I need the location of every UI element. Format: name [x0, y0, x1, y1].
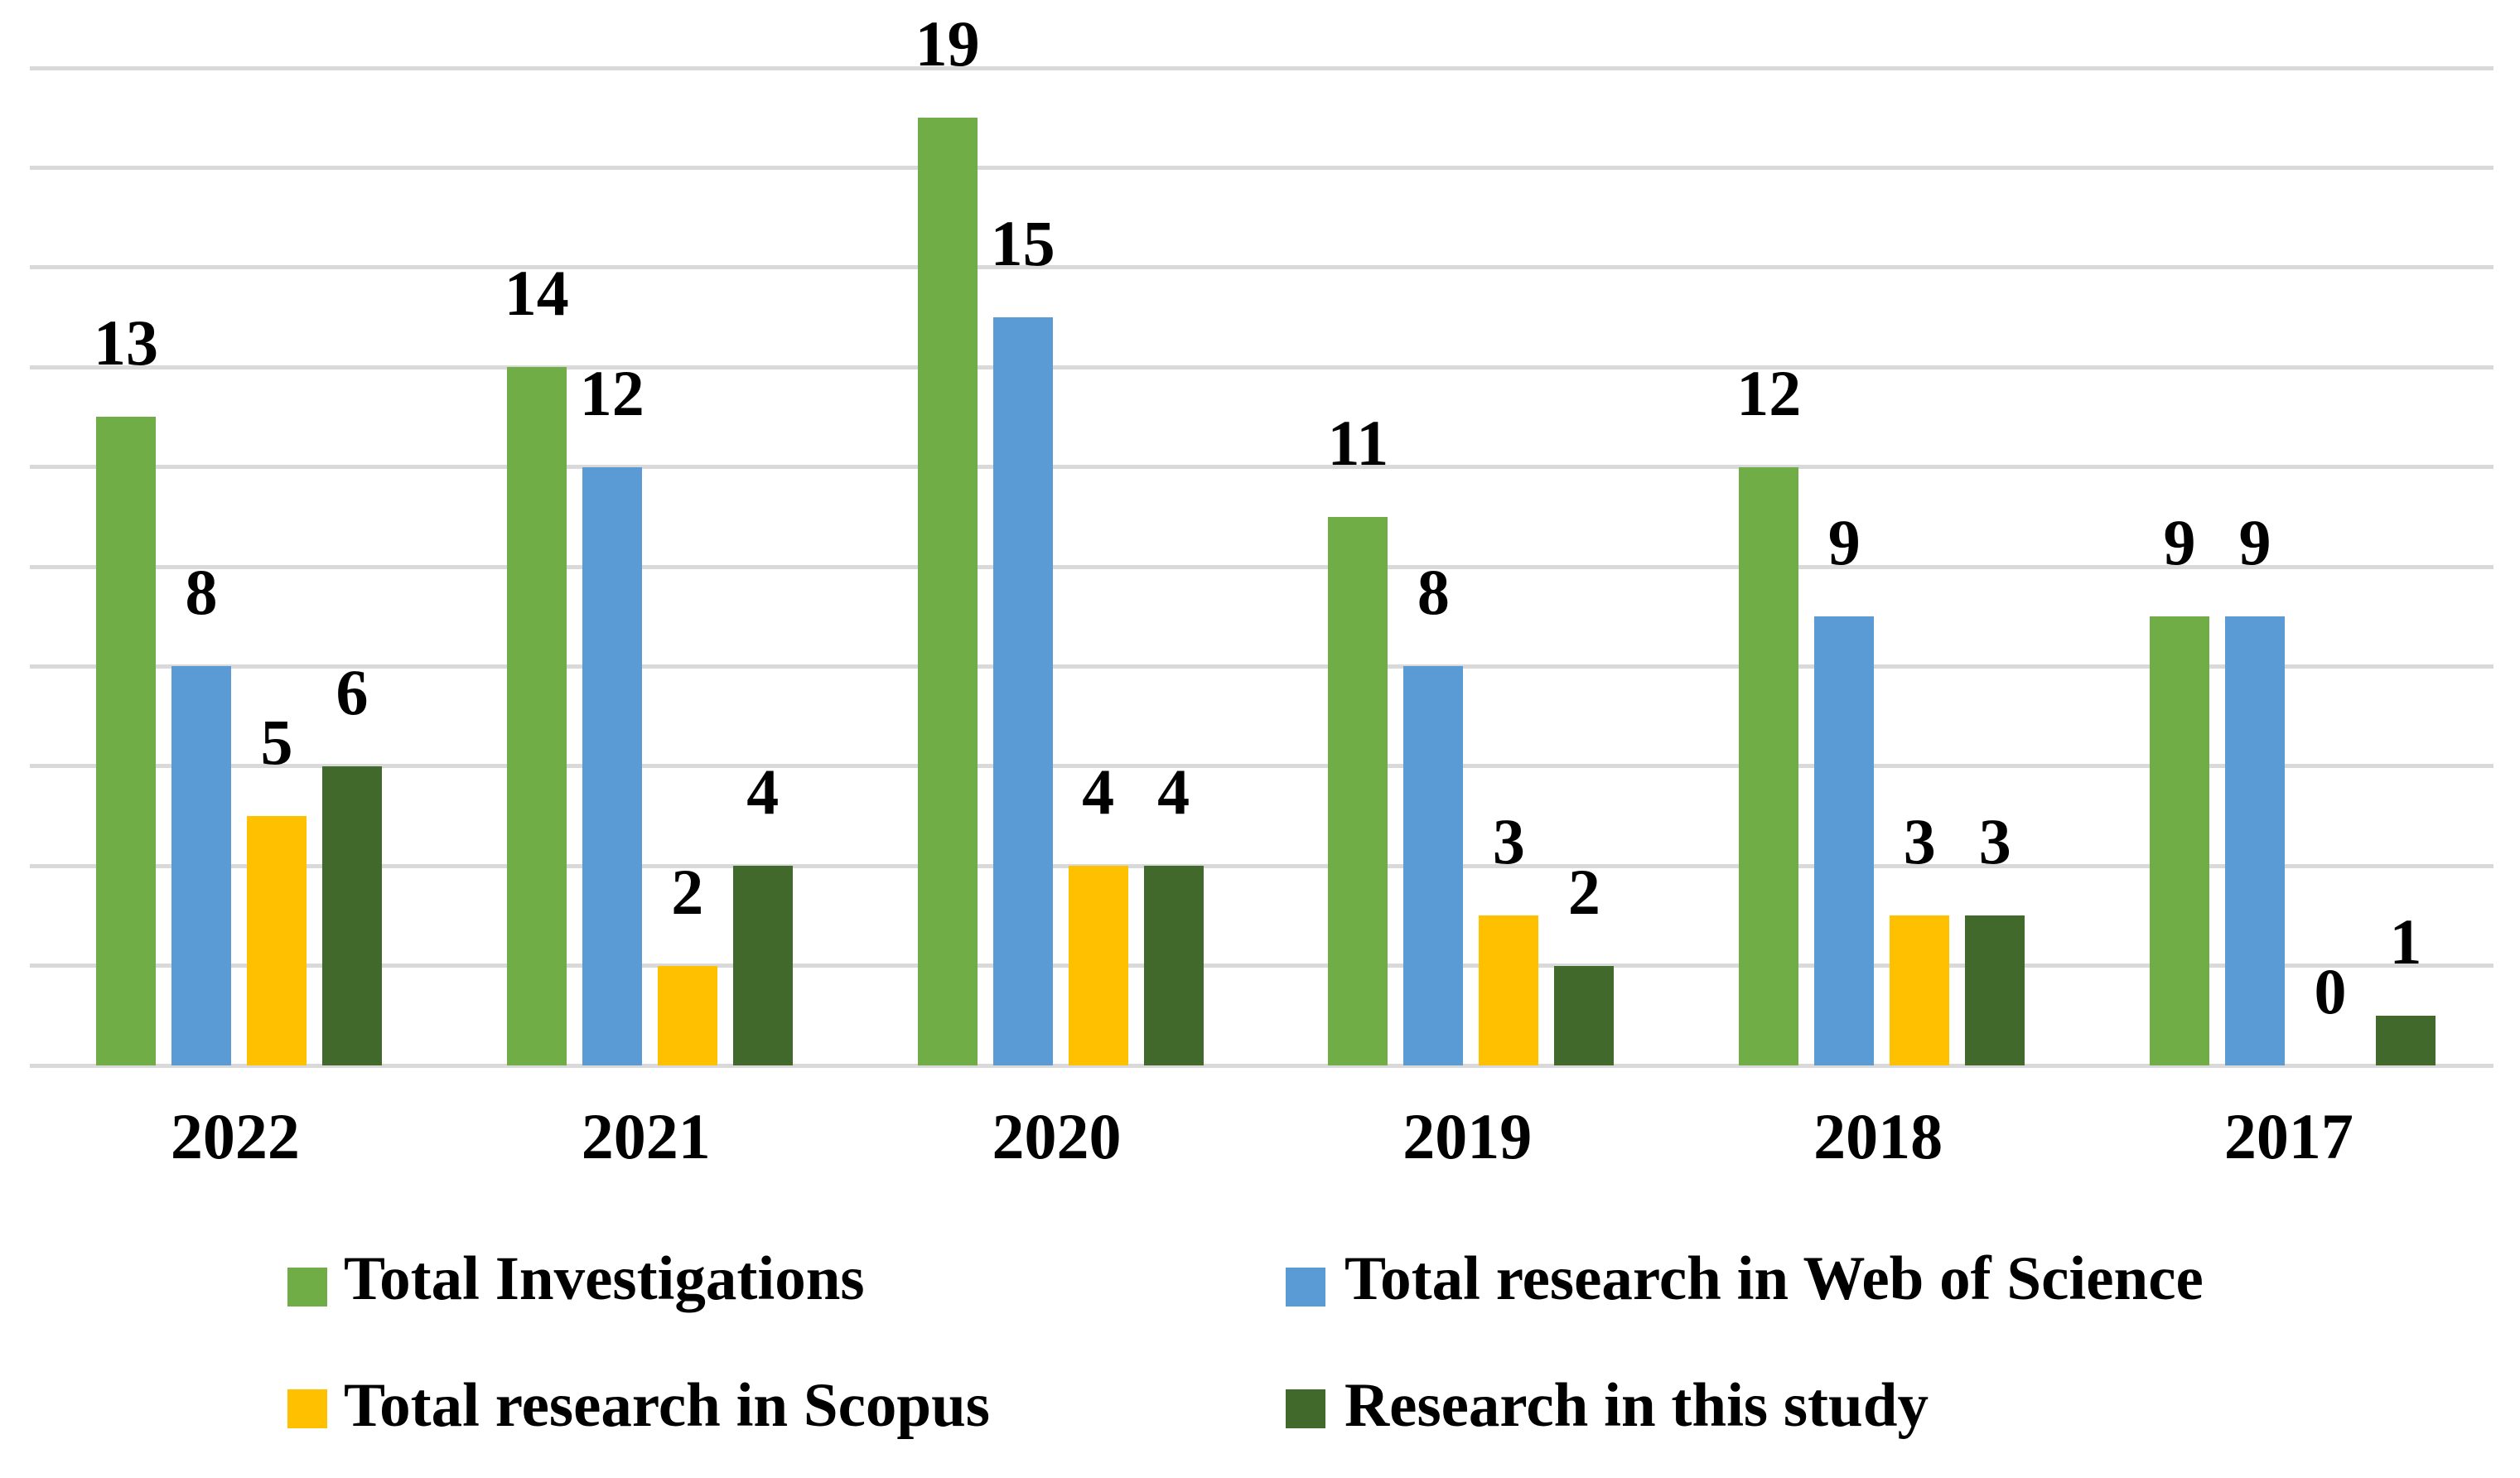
x-axis-label-2020: 2020 [992, 1100, 1122, 1172]
bar-total-research-in-web-of-science-2020 [992, 317, 1053, 1065]
x-axis-label-2022: 2022 [170, 1100, 300, 1172]
bar-total-research-in-scopus-2022 [247, 816, 307, 1065]
data-label-total-investigations-2017: 9 [2163, 506, 2196, 579]
gridline-y-8 [30, 664, 2493, 669]
gridline-y-2 [30, 964, 2493, 968]
x-axis-label-2018: 2018 [1813, 1100, 1943, 1172]
data-label-total-research-in-scopus-2022: 5 [260, 706, 293, 778]
legend-marker-total-research-in-scopus [287, 1389, 327, 1428]
bar-total-investigations-2017 [2150, 616, 2209, 1065]
data-label-research-in-this-study-2022: 6 [336, 655, 369, 728]
data-label-total-research-in-scopus-2021: 2 [671, 855, 704, 928]
data-label-total-research-in-scopus-2020: 4 [1082, 756, 1115, 828]
data-label-total-research-in-scopus-2019: 3 [1492, 805, 1525, 878]
data-label-total-investigations-2022: 13 [94, 307, 158, 379]
bar-research-in-this-study-2018 [1965, 915, 2025, 1065]
data-label-total-research-in-web-of-science-2017: 9 [2238, 506, 2271, 579]
data-label-total-research-in-web-of-science-2020: 15 [990, 207, 1055, 279]
gridline-y-12 [30, 465, 2493, 470]
data-label-total-investigations-2020: 19 [915, 7, 980, 80]
data-label-total-research-in-web-of-science-2019: 8 [1417, 556, 1450, 629]
bar-research-in-this-study-2021 [732, 866, 793, 1065]
legend-marker-total-investigations [287, 1268, 327, 1307]
data-label-total-research-in-scopus-2017: 0 [2314, 955, 2347, 1027]
legend-label-research-in-this-study: Research in this study [1344, 1371, 1929, 1440]
data-label-total-investigations-2018: 12 [1736, 356, 1802, 429]
gridline-y-0 [30, 1063, 2493, 1068]
data-label-total-investigations-2019: 11 [1327, 406, 1389, 479]
bar-research-in-this-study-2017 [2376, 1015, 2436, 1065]
bar-total-research-in-web-of-science-2019 [1403, 666, 1464, 1065]
bar-total-research-in-scopus-2021 [657, 965, 717, 1065]
legend-label-total-research-in-scopus: Total research in Scopus [344, 1371, 990, 1440]
x-axis-label-2017: 2017 [2223, 1100, 2353, 1172]
data-label-total-research-in-web-of-science-2022: 8 [185, 556, 218, 629]
bar-total-research-in-web-of-science-2022 [171, 666, 231, 1065]
gridline-y-6 [30, 764, 2493, 769]
bar-total-research-in-scopus-2020 [1068, 866, 1128, 1065]
legend-label-total-investigations: Total Investigations [344, 1244, 865, 1313]
data-label-research-in-this-study-2017: 1 [2389, 905, 2422, 978]
bar-research-in-this-study-2020 [1143, 866, 1204, 1065]
data-label-research-in-this-study-2018: 3 [1978, 805, 2011, 878]
bar-total-research-in-scopus-2019 [1479, 915, 1539, 1065]
bar-total-research-in-scopus-2018 [1890, 915, 1950, 1065]
legend-marker-total-research-in-web-of-science [1286, 1268, 1325, 1307]
x-axis-label-2019: 2019 [1402, 1100, 1533, 1172]
bar-total-investigations-2020 [917, 118, 978, 1065]
data-label-research-in-this-study-2019: 2 [1567, 855, 1600, 928]
x-axis-label-2021: 2021 [581, 1100, 711, 1172]
gridline-y-16 [30, 265, 2493, 270]
data-label-research-in-this-study-2021: 4 [746, 756, 780, 828]
gridline-y-18 [30, 165, 2493, 170]
bar-total-investigations-2018 [1739, 466, 1799, 1065]
bar-research-in-this-study-2019 [1554, 965, 1615, 1065]
data-label-research-in-this-study-2020: 4 [1157, 756, 1190, 828]
gridline-y-4 [30, 863, 2493, 868]
data-label-total-research-in-web-of-science-2021: 12 [579, 356, 644, 429]
data-label-total-research-in-web-of-science-2018: 9 [1827, 506, 1861, 579]
data-label-total-research-in-scopus-2018: 3 [1903, 805, 1936, 878]
bar-total-research-in-web-of-science-2018 [1814, 616, 1875, 1065]
gridline-y-20 [30, 65, 2493, 70]
bar-research-in-this-study-2022 [322, 766, 382, 1065]
legend-label-total-research-in-web-of-science: Total research in Web of Science [1344, 1244, 2204, 1313]
data-label-total-investigations-2021: 14 [504, 257, 569, 330]
gridline-y-10 [30, 564, 2493, 569]
gridline-y-14 [30, 365, 2493, 370]
bar-total-research-in-web-of-science-2021 [582, 466, 642, 1065]
bar-total-investigations-2019 [1328, 516, 1388, 1065]
bar-total-investigations-2021 [506, 367, 567, 1065]
legend-marker-research-in-this-study [1286, 1389, 1325, 1428]
bar-total-investigations-2022 [96, 417, 156, 1065]
bar-total-research-in-web-of-science-2017 [2225, 616, 2285, 1065]
